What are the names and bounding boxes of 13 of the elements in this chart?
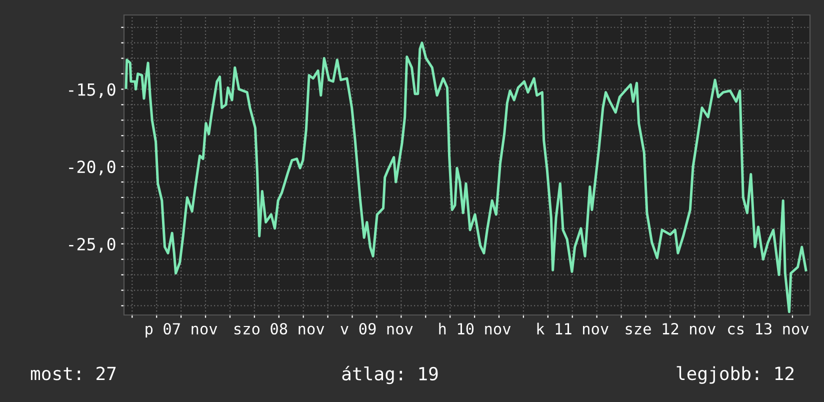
text: most: 27	[30, 366, 116, 380]
y-tick-label: -20,0	[69, 160, 116, 176]
text: legjobb: 12	[676, 366, 794, 384]
x-tick-label: szo 08 nov	[234, 322, 324, 335]
y-tick-label: -25,0	[69, 238, 116, 253]
x-tick-label: cs 13 nov	[728, 322, 809, 335]
y-tick-label: -15,0	[69, 83, 116, 98]
x-tick-label: sze 12 nov	[626, 322, 716, 335]
x-tick-label: v 09 nov	[340, 322, 413, 335]
x-tick-label: h 10 nov	[439, 322, 511, 335]
text: átlag: 19	[342, 366, 438, 384]
x-tick-label: k 11 nov	[537, 322, 608, 335]
x-tick-label: p 07 nov	[146, 322, 218, 338]
